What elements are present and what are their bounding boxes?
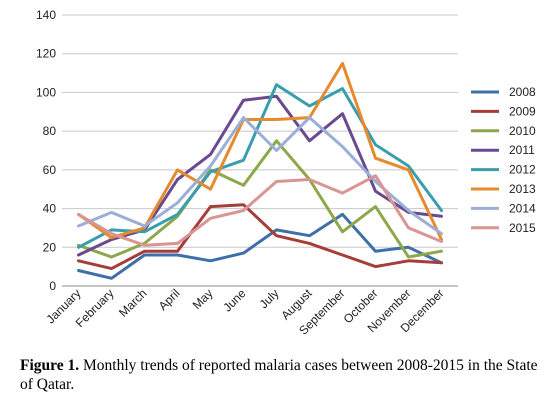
y-tick-label: 140 xyxy=(36,8,56,22)
y-tick-label: 60 xyxy=(43,163,57,177)
legend-label-2012: 2012 xyxy=(509,163,536,177)
series-line-2008 xyxy=(77,212,443,280)
series-line-2014 xyxy=(77,116,443,236)
x-tick-label: June xyxy=(220,286,249,315)
series-line-2015 xyxy=(77,174,443,247)
y-tick-label: 80 xyxy=(43,124,57,138)
legend-label-2008: 2008 xyxy=(509,85,536,99)
series-line-2010 xyxy=(77,139,443,259)
y-tick-label: 120 xyxy=(36,47,56,61)
x-tick-label: July xyxy=(257,286,282,311)
figure-caption-text: Monthly trends of reported malaria cases… xyxy=(20,357,538,393)
legend-label-2015: 2015 xyxy=(509,221,536,235)
legend-label-2014: 2014 xyxy=(509,201,536,215)
y-axis-ticks: 0 20 40 60 80 100 120 140 xyxy=(36,8,56,293)
legend: 2008 2009 2010 2011 2012 2013 2014 2015 xyxy=(471,85,536,235)
y-tick-label: 20 xyxy=(43,240,57,254)
legend-label-2013: 2013 xyxy=(509,182,536,196)
x-tick-label: April xyxy=(156,286,183,313)
legend-label-2010: 2010 xyxy=(509,124,536,138)
series-lines xyxy=(77,61,443,280)
x-tick-label: March xyxy=(116,286,149,319)
figure-caption: Figure 1. Monthly trends of reported mal… xyxy=(20,356,540,394)
y-tick-label: 100 xyxy=(36,85,56,99)
legend-label-2011: 2011 xyxy=(509,143,535,157)
series-line-2009 xyxy=(77,203,443,271)
y-tick-label: 0 xyxy=(49,279,56,293)
series-line-2012 xyxy=(77,83,443,249)
figure-label: Figure 1. xyxy=(20,357,80,374)
gridlines xyxy=(62,14,458,287)
y-tick-label: 40 xyxy=(43,202,57,216)
legend-label-2009: 2009 xyxy=(509,104,536,118)
series-line-2013 xyxy=(77,61,443,241)
x-tick-label: May xyxy=(190,286,216,312)
